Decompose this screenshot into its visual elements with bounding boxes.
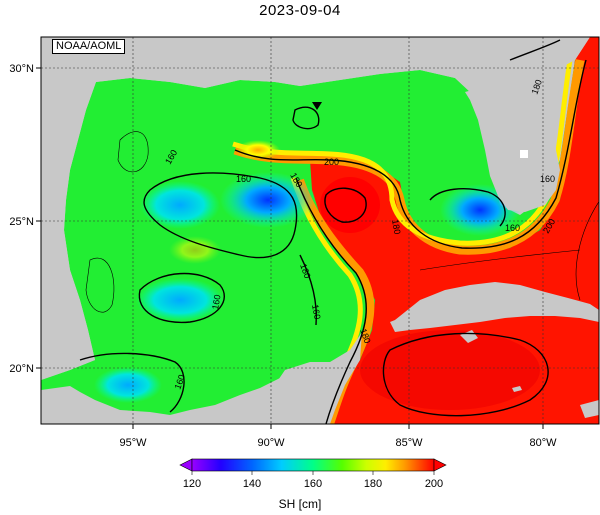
contour-label: 160 <box>172 373 187 391</box>
land-cuba <box>395 282 599 330</box>
colorbar: 120 140 160 180 200 <box>179 458 447 490</box>
colorbar-tick: 200 <box>425 478 443 490</box>
map-frame <box>40 36 600 425</box>
contour-label: 160 <box>236 174 251 184</box>
contour-label: 180 <box>390 219 402 236</box>
cool-eddy-central <box>136 278 224 322</box>
contour-label: 160 <box>505 223 520 233</box>
colorbar-label: SH [cm] <box>278 497 322 511</box>
colorbar-gradient <box>191 458 435 472</box>
cyclonic-eddy <box>220 172 316 228</box>
lon-label: 95°W <box>119 437 147 449</box>
caribbean-core <box>360 330 540 410</box>
lat-label: 30°N <box>9 63 34 75</box>
island-andros <box>520 150 528 158</box>
contour-label: 180 <box>529 78 544 96</box>
island-jamaica <box>580 400 599 418</box>
contour-label: 180 <box>298 262 313 280</box>
lat-label: 25°N <box>9 216 34 228</box>
lon-label: 85°W <box>395 437 423 449</box>
land-florida <box>465 78 560 212</box>
lon-label: 80°W <box>529 437 557 449</box>
lat-label: 20°N <box>9 363 34 375</box>
map-title: 2023-09-04 <box>259 2 341 19</box>
contours <box>79 39 599 424</box>
contour-label: 160 <box>210 294 222 311</box>
land-cuba-west <box>390 316 418 332</box>
light-patch <box>169 236 221 264</box>
colorbar-tick: 180 <box>364 478 382 490</box>
loop-current-eddy <box>320 177 380 233</box>
lon-label: 90°W <box>257 437 285 449</box>
axis-ticks <box>36 67 544 429</box>
land-yucatan-peninsula <box>270 332 362 424</box>
contour-label: 180 <box>358 327 373 345</box>
colorbar-min-arrow <box>179 458 193 472</box>
colorbar-max-arrow <box>433 458 447 472</box>
land-us-coast <box>41 37 599 380</box>
buoy-marker <box>312 102 322 110</box>
colorbar-tick: 120 <box>183 478 201 490</box>
colorbar-tick: 140 <box>243 478 261 490</box>
island-cayman <box>512 386 522 392</box>
warm-water <box>310 37 599 424</box>
contour-label: 160 <box>310 304 322 321</box>
cool-eddy-campeche <box>94 367 162 403</box>
contour-label: 200 <box>324 157 339 167</box>
contour-label: 160 <box>540 174 555 184</box>
cool-eddy-west <box>140 181 220 229</box>
credit-label: NOAA/AOML <box>52 39 126 54</box>
colorbar-tick: 160 <box>304 478 322 490</box>
land-yucatan <box>41 378 330 424</box>
graticule <box>41 37 599 424</box>
